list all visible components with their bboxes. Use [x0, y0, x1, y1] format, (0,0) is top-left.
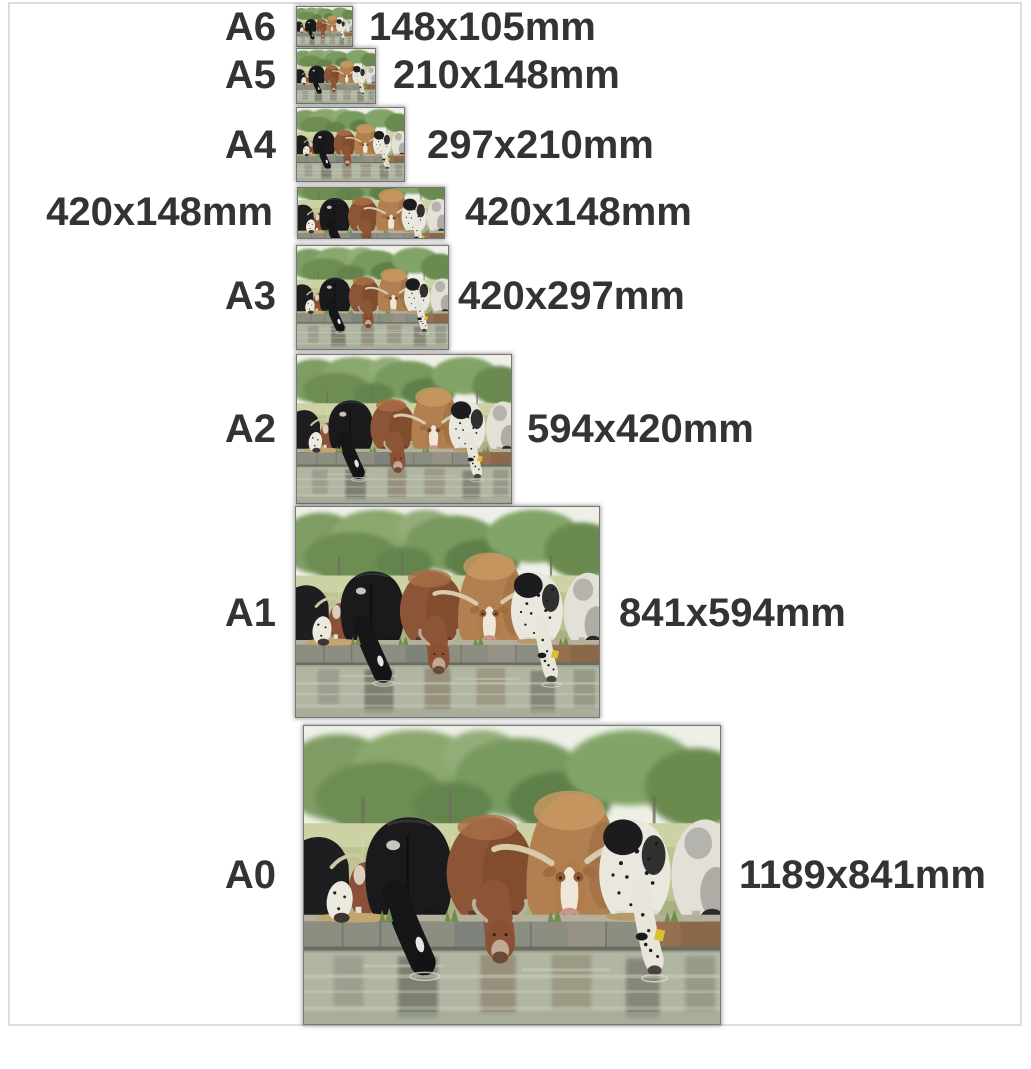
- dimension-text-a4: 297x210mm: [427, 123, 654, 167]
- size-label-a0: A0: [224, 853, 276, 897]
- size-label-a1: A1: [224, 591, 276, 635]
- dimension-text-a3: 420x297mm: [458, 274, 685, 318]
- cattle-photo-a1: [295, 506, 600, 718]
- cattle-photo-a3: [296, 245, 449, 350]
- dimension-text-a1: 841x594mm: [619, 591, 846, 635]
- size-label-a3: A3: [224, 274, 276, 318]
- dimension-text-a2: 594x420mm: [527, 407, 754, 451]
- dimension-text-a5: 210x148mm: [393, 53, 620, 97]
- size-label-a2: A2: [224, 407, 276, 451]
- size-label-420x148: 420x148mm: [46, 190, 273, 234]
- dimension-text-a6: 148x105mm: [369, 5, 596, 49]
- cattle-photo-a5: [296, 48, 376, 104]
- cattle-photo-a4: [296, 107, 405, 182]
- size-label-a6: A6: [224, 5, 276, 49]
- dimension-text-a0: 1189x841mm: [739, 853, 986, 897]
- size-label-a4: A4: [224, 123, 276, 167]
- cattle-photo-420x148: [297, 187, 445, 239]
- cattle-photo-a6: [296, 6, 353, 47]
- cattle-photo-a0: [303, 725, 721, 1025]
- size-label-a5: A5: [224, 53, 276, 97]
- dimension-text-420x148: 420x148mm: [465, 190, 692, 234]
- cattle-photo-a2: [296, 354, 512, 504]
